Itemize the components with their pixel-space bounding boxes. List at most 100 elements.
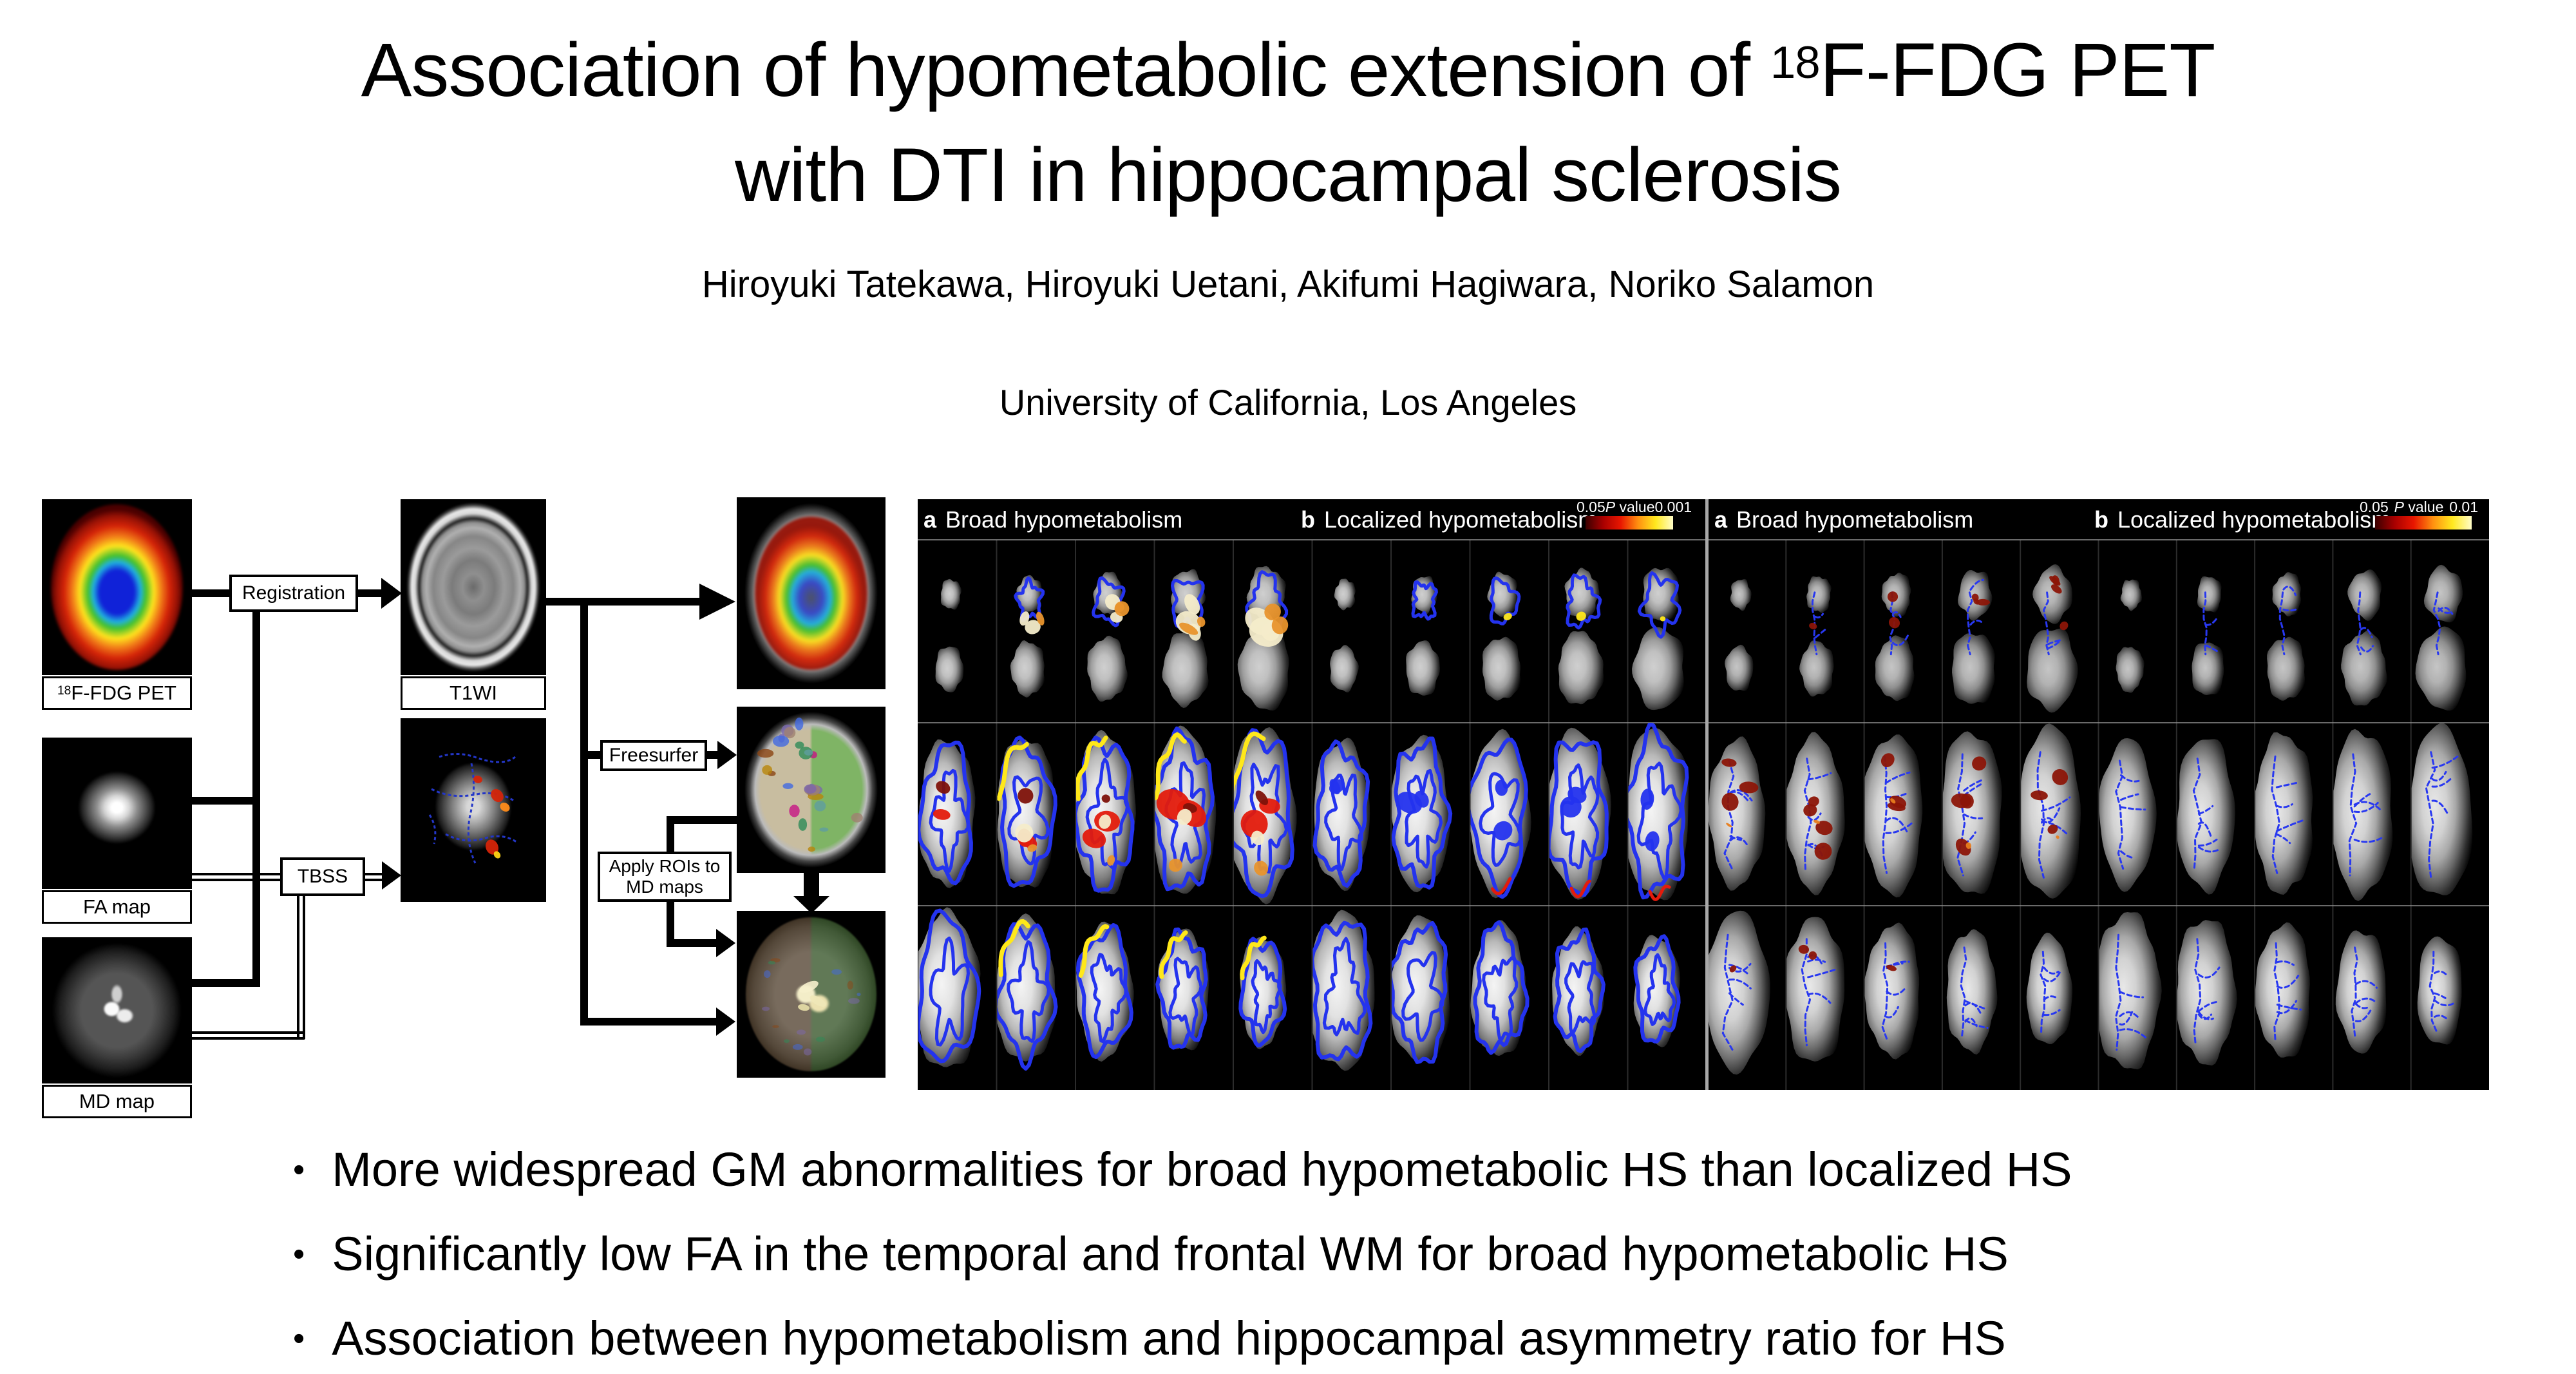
connector-trunk-freesurfer (588, 751, 600, 759)
brain-slice (1558, 568, 1604, 705)
brain-slice (1482, 571, 1521, 701)
colorbar-value-word: value (2408, 499, 2444, 515)
bullet-item: • Association between hypometabolism and … (293, 1312, 2072, 1365)
md-ellipse (52, 943, 182, 1078)
brain-slice (1237, 566, 1289, 711)
connector-t1-fused (546, 598, 699, 606)
brain-slice (1312, 910, 1375, 1071)
panel-letter: a (923, 506, 937, 533)
brain-slice (1312, 738, 1370, 892)
tbss-box: TBSS (280, 857, 365, 896)
title-line-1: Association of hypometabolic extension o… (0, 18, 2576, 123)
fused-pet-ellipse (754, 516, 868, 671)
affiliation-line: University of California, Los Angeles (999, 382, 1577, 423)
brain-slice (1946, 929, 1998, 1055)
brain-slice (2341, 569, 2387, 706)
bullet-dot: • (293, 1320, 305, 1357)
fa-map-image (42, 738, 192, 889)
md-roi-image (737, 911, 886, 1078)
wm-colorbar (2375, 516, 2472, 530)
tbss-base-ellipse (409, 725, 538, 895)
gm-panel-a-label: a Broad hypometabolism (923, 506, 1182, 533)
pet-ellipse (50, 504, 183, 670)
brain-slice (1087, 571, 1130, 702)
colorbar-min: 0.05 (1577, 499, 1605, 515)
brain-slice (2021, 723, 2081, 899)
panel-letter: a (1714, 506, 1728, 533)
wm-montage (1708, 499, 2489, 1090)
freesurfer-seg-image (737, 707, 886, 873)
arrowhead-tbss-result (382, 861, 401, 890)
fa-map-label: FA map (42, 890, 192, 924)
brain-slice (1709, 736, 1766, 891)
bullet-dot: • (293, 1151, 305, 1188)
brain-slice (2177, 920, 2237, 1066)
brain-slice (2415, 564, 2467, 711)
connector-seg-apply-h (667, 816, 737, 824)
md-label-text: MD map (79, 1090, 155, 1112)
brain-slice (1238, 935, 1287, 1049)
brain-slice (1632, 568, 1684, 711)
pet-label-sup: 18 (57, 684, 71, 698)
brain-slice (1162, 569, 1209, 709)
brain-slice (2417, 936, 2462, 1045)
brain-slice (1786, 917, 1845, 1062)
brain-slice (1470, 729, 1531, 899)
connector-pet-registration (192, 589, 229, 597)
brain-slice (2411, 723, 2473, 895)
arrowhead-freesurfer-seg (717, 741, 737, 769)
fused-pet-image (737, 497, 886, 689)
wm-panel-a-label: a Broad hypometabolism (1714, 506, 1973, 533)
colorbar-p: P (2394, 499, 2404, 515)
brain-slice (997, 913, 1058, 1071)
brain-slice (1549, 727, 1611, 900)
apply-rois-line2: MD maps (626, 877, 703, 897)
tbss-result-image (401, 718, 546, 902)
panel-letter: b (2094, 506, 2108, 533)
gm-colorbar-labels: 0.05 P value 0.001 (1577, 499, 1692, 516)
t1-ellipse (406, 502, 540, 672)
md-map-image (42, 937, 192, 1083)
arrowhead-apply-mdroi (716, 929, 735, 957)
brain-slice (918, 739, 976, 888)
authors-line: Hiroyuki Tatekawa, Hiroyuki Uetani, Akif… (701, 263, 1875, 305)
brain-slice (1076, 729, 1136, 895)
brain-slice (1406, 576, 1440, 696)
md-map-label: MD map (42, 1085, 192, 1118)
brain-slice (2267, 572, 2306, 701)
brain-slice (1786, 732, 1845, 895)
brain-slice (2177, 739, 2235, 895)
connector-fa-trunk (192, 797, 260, 805)
bullet-dot: • (293, 1236, 305, 1273)
bullet-text: Association between hypometabolism and h… (332, 1312, 2006, 1365)
brain-slice (1076, 921, 1134, 1062)
freesurfer-box: Freesurfer (600, 740, 707, 771)
brain-slice (1952, 570, 1995, 704)
panel-text: Broad hypometabolism (945, 506, 1183, 533)
colorbar-max: 0.01 (2449, 499, 2478, 515)
arrowhead-trunk-mdroi (716, 1007, 735, 1036)
conclusion-bullets: • More widespread GM abnormalities for br… (293, 1145, 2072, 1374)
brain-slice (2027, 564, 2078, 713)
brain-slice (2333, 729, 2393, 901)
t1wi-image (401, 499, 546, 675)
tbss-label: TBSS (297, 866, 348, 887)
panel-letter: b (1301, 506, 1315, 533)
brain-slice (1942, 731, 2002, 894)
brain-slice (1330, 578, 1359, 692)
colorbar-title: P value (2394, 499, 2444, 516)
connector-seg-apply-v (667, 816, 674, 852)
brain-slice (1864, 922, 1920, 1060)
bullet-item: • More widespread GM abnormalities for br… (293, 1145, 2072, 1195)
brain-slice (1709, 910, 1770, 1075)
brain-slice (1155, 725, 1217, 894)
brain-slice (1470, 920, 1530, 1056)
t1-label-text: T1WI (449, 682, 498, 704)
colorbar-p: P (1605, 499, 1616, 515)
registration-box: Registration (229, 575, 358, 612)
wm-colorbar-labels: 0.05 P value 0.01 (2360, 499, 2478, 516)
brain-slice (2255, 732, 2313, 895)
panel-text: Broad hypometabolism (1736, 506, 1974, 533)
brain-slice (935, 578, 964, 692)
